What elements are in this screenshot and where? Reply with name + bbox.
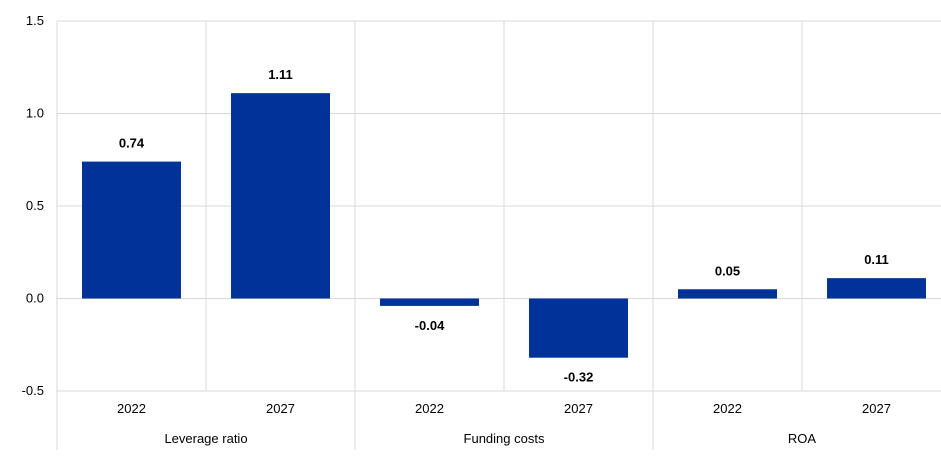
- bar: [529, 298, 628, 358]
- y-tick-label: -0.5: [22, 383, 44, 398]
- data-label: -0.32: [564, 370, 594, 385]
- data-label: -0.04: [415, 318, 445, 333]
- data-label: 0.05: [715, 263, 740, 278]
- bar: [827, 278, 926, 299]
- group-label: Leverage ratio: [164, 431, 247, 446]
- category-label: 2022: [713, 401, 742, 416]
- data-labels: 0.74 1.11 -0.04 -0.32 0.05 0.11: [119, 67, 889, 385]
- category-label: 2022: [415, 401, 444, 416]
- y-tick-label: 0.5: [26, 198, 44, 213]
- bar: [380, 298, 479, 306]
- y-tick-label: 1.0: [26, 106, 44, 121]
- data-label: 0.11: [864, 252, 889, 267]
- category-labels: 2022 2027 2022 2027 2022 2027: [117, 401, 891, 416]
- category-label: 2027: [862, 401, 891, 416]
- bar: [82, 161, 181, 299]
- bars: [82, 93, 926, 358]
- group-label: Funding costs: [464, 431, 545, 446]
- category-label: 2027: [564, 401, 593, 416]
- bar: [678, 289, 777, 299]
- y-axis-tick-labels: 1.5 1.0 0.5 0.0 -0.5: [22, 13, 44, 398]
- y-tick-label: 1.5: [26, 13, 44, 28]
- group-label: ROA: [788, 431, 817, 446]
- y-tick-label: 0.0: [26, 291, 44, 306]
- data-label: 0.74: [119, 136, 145, 151]
- category-label: 2022: [117, 401, 146, 416]
- category-label: 2027: [266, 401, 295, 416]
- gridlines: [56, 20, 941, 450]
- data-label: 1.11: [268, 67, 293, 82]
- group-labels: Leverage ratio Funding costs ROA: [164, 431, 816, 446]
- bar: [231, 93, 330, 299]
